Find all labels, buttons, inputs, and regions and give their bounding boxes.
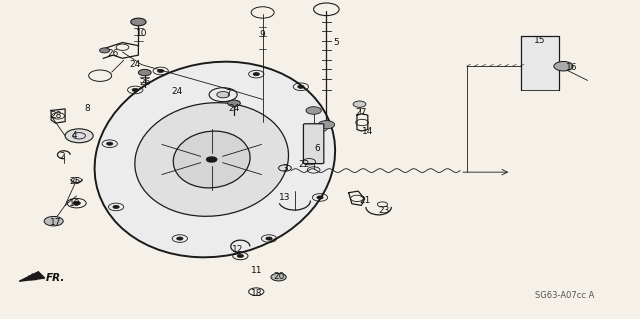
Text: 26: 26 [108, 49, 118, 58]
Text: FR.: FR. [46, 273, 65, 283]
Circle shape [266, 237, 272, 240]
Circle shape [207, 157, 217, 162]
Circle shape [318, 121, 335, 129]
Text: 12: 12 [232, 245, 243, 254]
Text: SG63-A07cc A: SG63-A07cc A [534, 291, 594, 300]
Text: 3: 3 [282, 165, 288, 174]
Circle shape [317, 126, 323, 130]
Text: 23: 23 [378, 206, 389, 215]
Text: 15: 15 [534, 36, 545, 45]
Text: 7: 7 [225, 89, 230, 98]
Text: 19: 19 [69, 199, 81, 208]
Text: 2: 2 [59, 152, 65, 161]
Circle shape [353, 101, 366, 107]
Text: 22: 22 [298, 160, 310, 169]
Ellipse shape [173, 131, 250, 188]
Circle shape [237, 254, 244, 257]
Text: 27: 27 [356, 108, 367, 116]
Text: 5: 5 [333, 38, 339, 47]
Text: 10: 10 [136, 28, 147, 38]
Circle shape [73, 201, 81, 205]
Circle shape [132, 88, 138, 92]
Circle shape [271, 273, 286, 281]
Text: 16: 16 [566, 63, 577, 72]
FancyBboxPatch shape [521, 36, 559, 90]
Text: 4: 4 [72, 131, 77, 140]
Text: 9: 9 [260, 30, 266, 39]
Text: 11: 11 [250, 266, 262, 275]
Circle shape [44, 216, 63, 226]
Polygon shape [19, 272, 45, 281]
Circle shape [157, 69, 164, 72]
Circle shape [65, 129, 93, 143]
Ellipse shape [95, 62, 335, 257]
Circle shape [317, 196, 323, 199]
Circle shape [131, 18, 146, 26]
Text: 25: 25 [69, 177, 81, 186]
Text: 21: 21 [359, 196, 371, 205]
Circle shape [253, 72, 259, 76]
Text: 18: 18 [250, 289, 262, 298]
Circle shape [554, 62, 573, 71]
Circle shape [177, 237, 183, 240]
FancyBboxPatch shape [303, 124, 324, 164]
Text: 17: 17 [50, 218, 61, 227]
Text: 13: 13 [279, 193, 291, 202]
Circle shape [228, 100, 241, 106]
Text: 24: 24 [228, 104, 239, 113]
Circle shape [217, 92, 230, 98]
Circle shape [138, 69, 151, 76]
Text: 6: 6 [314, 144, 320, 153]
Text: 8: 8 [84, 104, 90, 113]
Text: 24: 24 [129, 60, 141, 69]
Circle shape [100, 48, 109, 53]
Text: 28: 28 [50, 111, 61, 120]
Text: 20: 20 [273, 272, 284, 281]
Ellipse shape [135, 103, 289, 216]
Text: 14: 14 [362, 127, 374, 136]
Circle shape [113, 205, 119, 209]
Circle shape [306, 107, 321, 114]
Circle shape [106, 142, 113, 145]
Text: 24: 24 [171, 87, 182, 96]
Text: 26: 26 [139, 78, 150, 86]
Circle shape [298, 85, 304, 88]
